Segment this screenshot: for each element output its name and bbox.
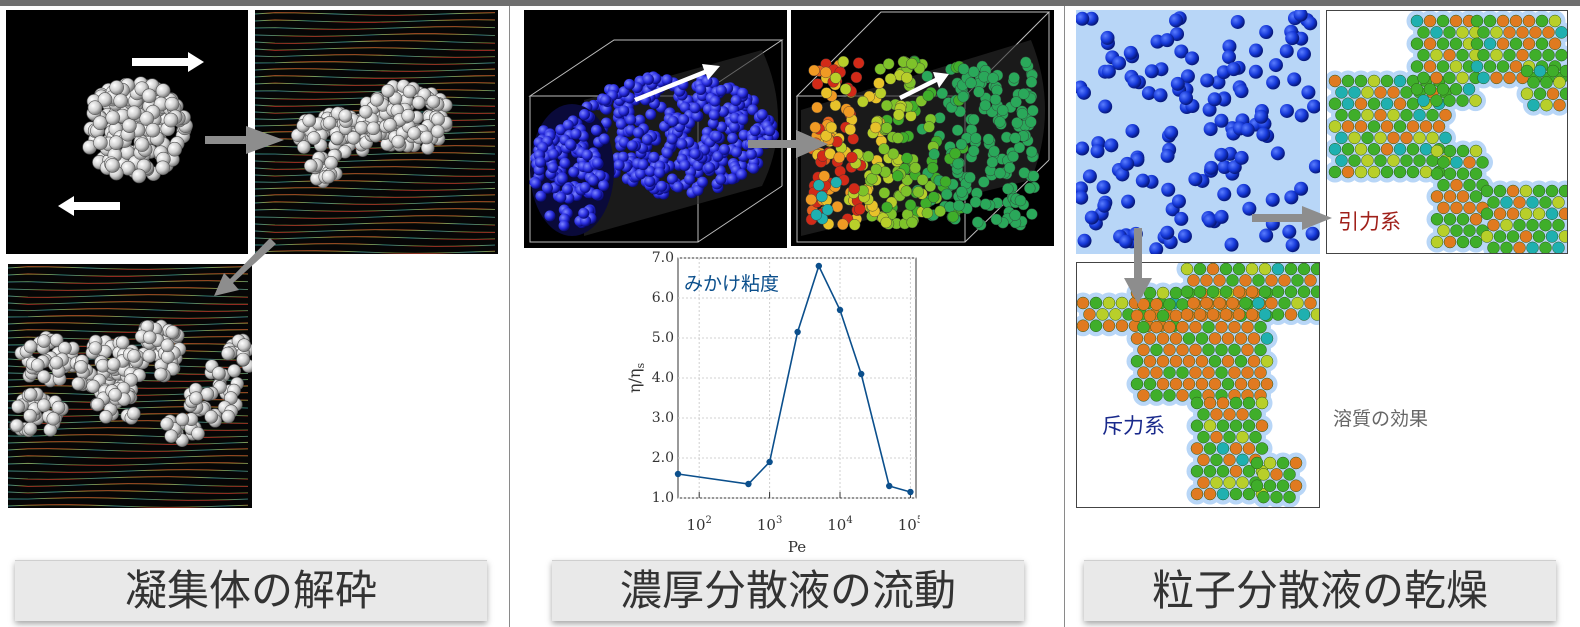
data-point xyxy=(907,488,914,496)
arrow-flow-icon xyxy=(634,64,720,102)
y-tick-label: 1.0 xyxy=(652,490,674,506)
dense-suspension-initial-svg xyxy=(528,39,784,243)
chart-y-ticks: 7.0 6.0 5.0 4.0 3.0 2.0 1.0 xyxy=(652,250,674,506)
particle-cylinder xyxy=(805,55,1040,231)
particle-cylinder xyxy=(529,71,780,236)
process-arrows xyxy=(1124,206,1332,304)
particle-cluster xyxy=(9,319,252,448)
drying-attractive-image xyxy=(1326,10,1568,254)
drying-initial-svg xyxy=(1076,10,1320,254)
y-tick-label: 2.0 xyxy=(652,450,674,466)
chart-x-ticks: 102 103 104 105 xyxy=(686,515,920,534)
panel-title: 粒子分散液の乾燥 xyxy=(1084,560,1556,621)
solute-effect-note: 溶質の効果 xyxy=(1333,408,1429,430)
data-point xyxy=(794,328,801,336)
drying-repulsive-image xyxy=(1076,262,1320,508)
chart-plot-area xyxy=(677,257,917,499)
series-points xyxy=(674,262,914,496)
particle-field xyxy=(1076,10,1320,254)
chart-annotation: みかけ粘度 xyxy=(684,273,779,295)
x-tick-label: 105 xyxy=(898,515,920,534)
arrow-right-icon xyxy=(132,52,204,72)
data-point xyxy=(745,480,752,488)
aggregate-shear-image xyxy=(255,10,498,254)
arrow-down-left-icon xyxy=(214,238,276,296)
y-axis-label: η/ηs xyxy=(625,363,647,394)
panel-divider xyxy=(1064,6,1065,627)
dense-suspension-sheared-svg xyxy=(795,11,1051,243)
panel-title: 濃厚分散液の流動 xyxy=(552,560,1024,621)
chart-grid xyxy=(678,257,916,499)
aggregate-initial-svg xyxy=(58,52,204,216)
aggregate-shear-svg xyxy=(255,10,498,254)
panel-divider xyxy=(509,6,510,627)
y-tick-label: 6.0 xyxy=(652,290,674,306)
particle-network xyxy=(1077,263,1319,507)
repulsive-label: 斥力系 xyxy=(1102,414,1165,438)
dense-suspension-sheared-image xyxy=(791,10,1054,246)
particle-cluster xyxy=(290,79,453,189)
aggregate-fragmented-image xyxy=(8,264,252,508)
arrow-right-icon xyxy=(205,126,284,154)
arrow-flow-icon xyxy=(899,72,949,100)
drying-initial-image xyxy=(1076,10,1320,254)
arrow-right-icon xyxy=(748,130,828,158)
arrow-right-icon xyxy=(1252,206,1332,230)
data-point xyxy=(766,458,773,466)
viscosity-chart: 7.0 6.0 5.0 4.0 3.0 2.0 1.0 102 103 104 … xyxy=(625,250,920,556)
dense-suspension-initial-image xyxy=(524,10,787,248)
y-tick-label: 4.0 xyxy=(652,370,674,386)
process-arrows xyxy=(748,130,828,158)
aggregate-fragmented-svg xyxy=(8,264,252,508)
particle-cluster xyxy=(82,76,193,184)
y-tick-label: 5.0 xyxy=(652,330,674,346)
data-point xyxy=(886,482,893,490)
data-point xyxy=(858,370,865,378)
data-point xyxy=(815,262,823,270)
panel-title: 凝集体の解砕 xyxy=(15,560,487,621)
x-tick-label: 104 xyxy=(827,515,852,534)
drying-repulsive-svg xyxy=(1077,263,1319,507)
particle-network xyxy=(1327,11,1567,253)
y-tick-label: 7.0 xyxy=(652,250,674,266)
x-axis-label: Pe xyxy=(788,538,806,556)
attractive-label: 引力系 xyxy=(1338,210,1401,234)
x-tick-label: 103 xyxy=(757,515,782,534)
process-arrows xyxy=(205,126,284,296)
aggregate-initial-image xyxy=(6,10,248,254)
y-tick-label: 3.0 xyxy=(652,410,674,426)
data-point xyxy=(836,306,844,314)
top-bar xyxy=(0,0,1580,6)
arrow-left-icon xyxy=(58,196,120,216)
drying-attractive-svg xyxy=(1327,11,1567,253)
arrow-down-icon xyxy=(1124,228,1152,304)
data-point xyxy=(674,470,682,478)
x-tick-label: 102 xyxy=(686,515,711,534)
